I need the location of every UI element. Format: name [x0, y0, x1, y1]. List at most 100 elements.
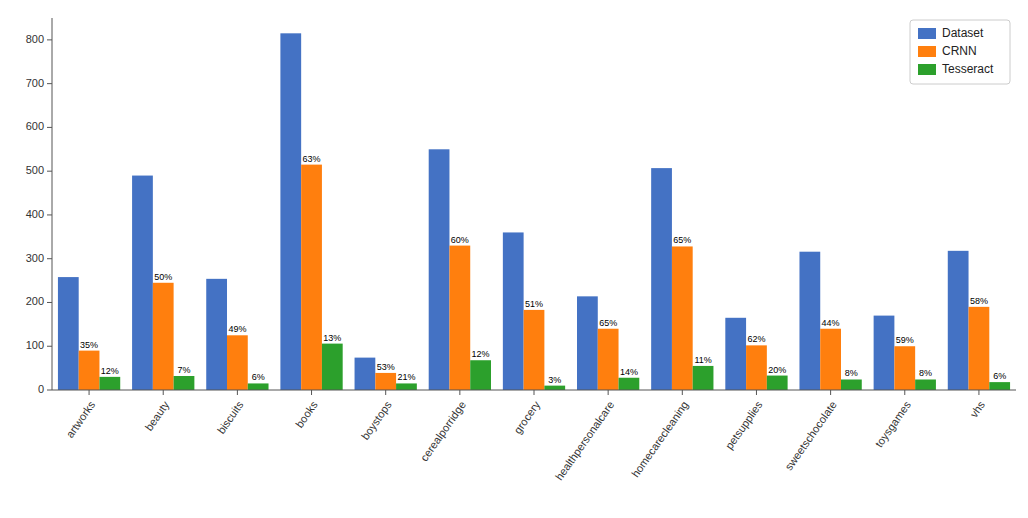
share-label: 11% — [694, 355, 711, 365]
y-tick — [47, 83, 52, 84]
x-tick-label: healthpersonalcare — [553, 399, 617, 483]
y-axis: 0100200300400500600700800 — [26, 18, 52, 395]
x-tick — [682, 390, 683, 395]
y-tick-label: 400 — [26, 208, 44, 220]
share-label: 13% — [323, 333, 341, 343]
bar — [820, 329, 841, 390]
bar — [503, 232, 524, 390]
share-label: 49% — [228, 324, 246, 334]
bar — [206, 279, 227, 390]
x-tick — [978, 390, 979, 395]
x-tick-label: toysgames — [873, 398, 914, 449]
y-tick-label: 0 — [38, 383, 44, 395]
x-tick-label: homecarecleaning — [629, 399, 690, 480]
x-tick-label: sweetschocolate — [782, 399, 838, 473]
bar — [948, 251, 969, 390]
bar — [725, 318, 746, 390]
y-tick — [47, 390, 52, 391]
x-tick — [163, 390, 164, 395]
y-tick-label: 300 — [26, 252, 44, 264]
share-label: 7% — [177, 365, 190, 375]
x-tick — [756, 390, 757, 395]
x-tick-label: biscuits — [215, 398, 246, 435]
y-tick-label: 500 — [26, 164, 44, 176]
share-label: 59% — [896, 335, 914, 345]
y-tick — [47, 171, 52, 172]
bar — [396, 383, 417, 390]
share-label: 35% — [80, 340, 98, 350]
x-axis: artworks beauty biscuits books boystops cerea… — [52, 390, 1016, 482]
share-label: 62% — [747, 334, 765, 344]
x-tick-label: petsupplies — [723, 398, 765, 451]
share-label: 12% — [472, 349, 490, 359]
legend-label: Tesseract — [942, 62, 994, 76]
bar — [174, 376, 195, 390]
legend-swatch — [918, 28, 936, 39]
y-tick — [47, 302, 52, 303]
share-label: 50% — [154, 272, 172, 282]
share-label: 63% — [303, 154, 321, 164]
bar — [280, 33, 301, 390]
share-label: 3% — [548, 375, 561, 385]
bars — [58, 33, 1010, 390]
legend: DatasetCRNNTesseract — [910, 20, 1010, 84]
bar — [915, 379, 936, 390]
y-axis-line — [52, 18, 53, 390]
bar — [841, 379, 862, 390]
y-tick-label: 200 — [26, 295, 44, 307]
y-tick — [47, 214, 52, 215]
share-label: 12% — [101, 366, 119, 376]
bar — [132, 176, 153, 390]
x-tick — [608, 390, 609, 395]
bar — [577, 296, 598, 390]
bar — [470, 360, 491, 390]
x-tick-label: grocery — [511, 398, 542, 435]
bar — [894, 346, 915, 390]
x-tick-label: books — [293, 398, 320, 429]
bar — [429, 149, 450, 390]
share-label: 58% — [970, 296, 988, 306]
x-tick-label: vhs — [967, 398, 987, 419]
y-tick — [47, 127, 52, 128]
bar — [58, 277, 79, 390]
bar — [969, 307, 990, 390]
bar — [99, 377, 120, 390]
share-label: 65% — [599, 318, 617, 328]
x-tick — [311, 390, 312, 395]
legend-label: CRNN — [942, 44, 977, 58]
y-tick-label: 800 — [26, 33, 44, 45]
chart: 010020030040050060070080035%50%49%63%53%… — [0, 0, 1028, 518]
bar — [799, 252, 820, 390]
x-tick-label: boystops — [359, 398, 394, 441]
bar — [544, 386, 565, 390]
bar — [619, 378, 640, 390]
share-label: 65% — [673, 235, 691, 245]
x-tick-label: cerealporridge — [418, 399, 468, 463]
bar — [989, 382, 1010, 390]
bar — [355, 358, 376, 390]
bar — [375, 373, 396, 390]
bar — [651, 168, 672, 390]
x-tick — [385, 390, 386, 395]
x-tick — [237, 390, 238, 395]
x-tick — [534, 390, 535, 395]
y-tick-label: 700 — [26, 77, 44, 89]
bar — [153, 283, 174, 390]
bar — [524, 310, 545, 390]
bar — [227, 335, 248, 390]
bar — [598, 329, 619, 390]
x-tick-label: artworks — [64, 398, 98, 439]
bar — [449, 246, 470, 390]
share-label: 6% — [252, 372, 265, 382]
share-label: 20% — [768, 365, 786, 375]
share-label: 44% — [822, 318, 840, 328]
bar — [874, 316, 895, 390]
x-tick — [904, 390, 905, 395]
x-tick — [459, 390, 460, 395]
y-tick — [47, 346, 52, 347]
share-label: 21% — [397, 372, 415, 382]
share-label: 8% — [845, 368, 858, 378]
legend-swatch — [918, 64, 936, 75]
x-tick-label: beauty — [143, 398, 172, 432]
bar — [248, 383, 269, 390]
